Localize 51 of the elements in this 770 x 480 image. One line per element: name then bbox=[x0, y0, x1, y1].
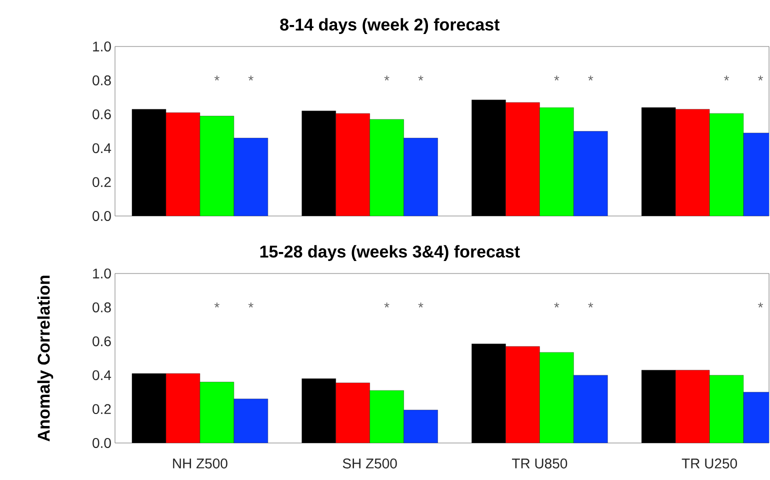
y-tick-label: 0.2 bbox=[92, 177, 111, 188]
x-tick-label: TR U850 bbox=[512, 458, 568, 468]
y-tick-label: 0.4 bbox=[92, 143, 112, 154]
bar bbox=[234, 398, 268, 443]
annotation: * bbox=[758, 76, 764, 80]
x-tick-label: TR U250 bbox=[682, 458, 738, 468]
annotation: * bbox=[214, 76, 220, 80]
bar bbox=[675, 370, 710, 443]
y-tick-label: 1.0 bbox=[93, 268, 111, 278]
y-tick-label: 0.8 bbox=[92, 75, 111, 86]
annotation: * bbox=[758, 302, 764, 308]
bar bbox=[404, 410, 438, 443]
annotation: * bbox=[418, 302, 424, 308]
bar bbox=[200, 382, 234, 443]
y-tick-label: 0.4 bbox=[92, 370, 112, 380]
y-tick-label: 1.0 bbox=[93, 42, 111, 52]
x-tick-label: NH Z500 bbox=[173, 458, 228, 468]
bar bbox=[574, 131, 608, 216]
annotation: * bbox=[554, 76, 560, 80]
bar bbox=[506, 346, 540, 443]
y-tick-label: 0.8 bbox=[92, 302, 111, 312]
annotation: * bbox=[214, 302, 220, 308]
bar bbox=[336, 113, 370, 216]
x-tick-label: SH Z500 bbox=[342, 458, 397, 468]
annotation: * bbox=[248, 76, 254, 80]
annotation: * bbox=[588, 76, 594, 80]
y-tick-label: 0.0 bbox=[92, 211, 111, 221]
bar bbox=[540, 352, 574, 443]
y-tick-label: 0.6 bbox=[92, 336, 111, 346]
annotation: * bbox=[554, 302, 560, 308]
y-tick-label: 0.0 bbox=[92, 438, 111, 448]
annotation: * bbox=[384, 76, 390, 80]
chart-title: 8-14 days (week 2) forecast bbox=[280, 18, 500, 34]
y-tick-label: 0.2 bbox=[92, 404, 111, 414]
bar bbox=[234, 138, 268, 216]
annotation: * bbox=[588, 302, 594, 308]
y-tick-label: 0.6 bbox=[92, 109, 111, 120]
bar bbox=[370, 390, 404, 443]
y-axis-title: Anomaly Correlation bbox=[37, 276, 54, 442]
annotation: * bbox=[418, 76, 424, 80]
bar bbox=[166, 112, 200, 216]
bar bbox=[574, 375, 608, 443]
bar bbox=[506, 102, 540, 216]
chart-title: 15-28 days (weeks 3&4) forecast bbox=[260, 245, 520, 261]
bar bbox=[336, 382, 370, 443]
annotation: * bbox=[384, 302, 390, 308]
annotation: * bbox=[724, 76, 730, 80]
bar bbox=[675, 109, 710, 216]
bar bbox=[166, 373, 200, 443]
annotation: * bbox=[248, 302, 254, 308]
bar bbox=[404, 138, 438, 216]
